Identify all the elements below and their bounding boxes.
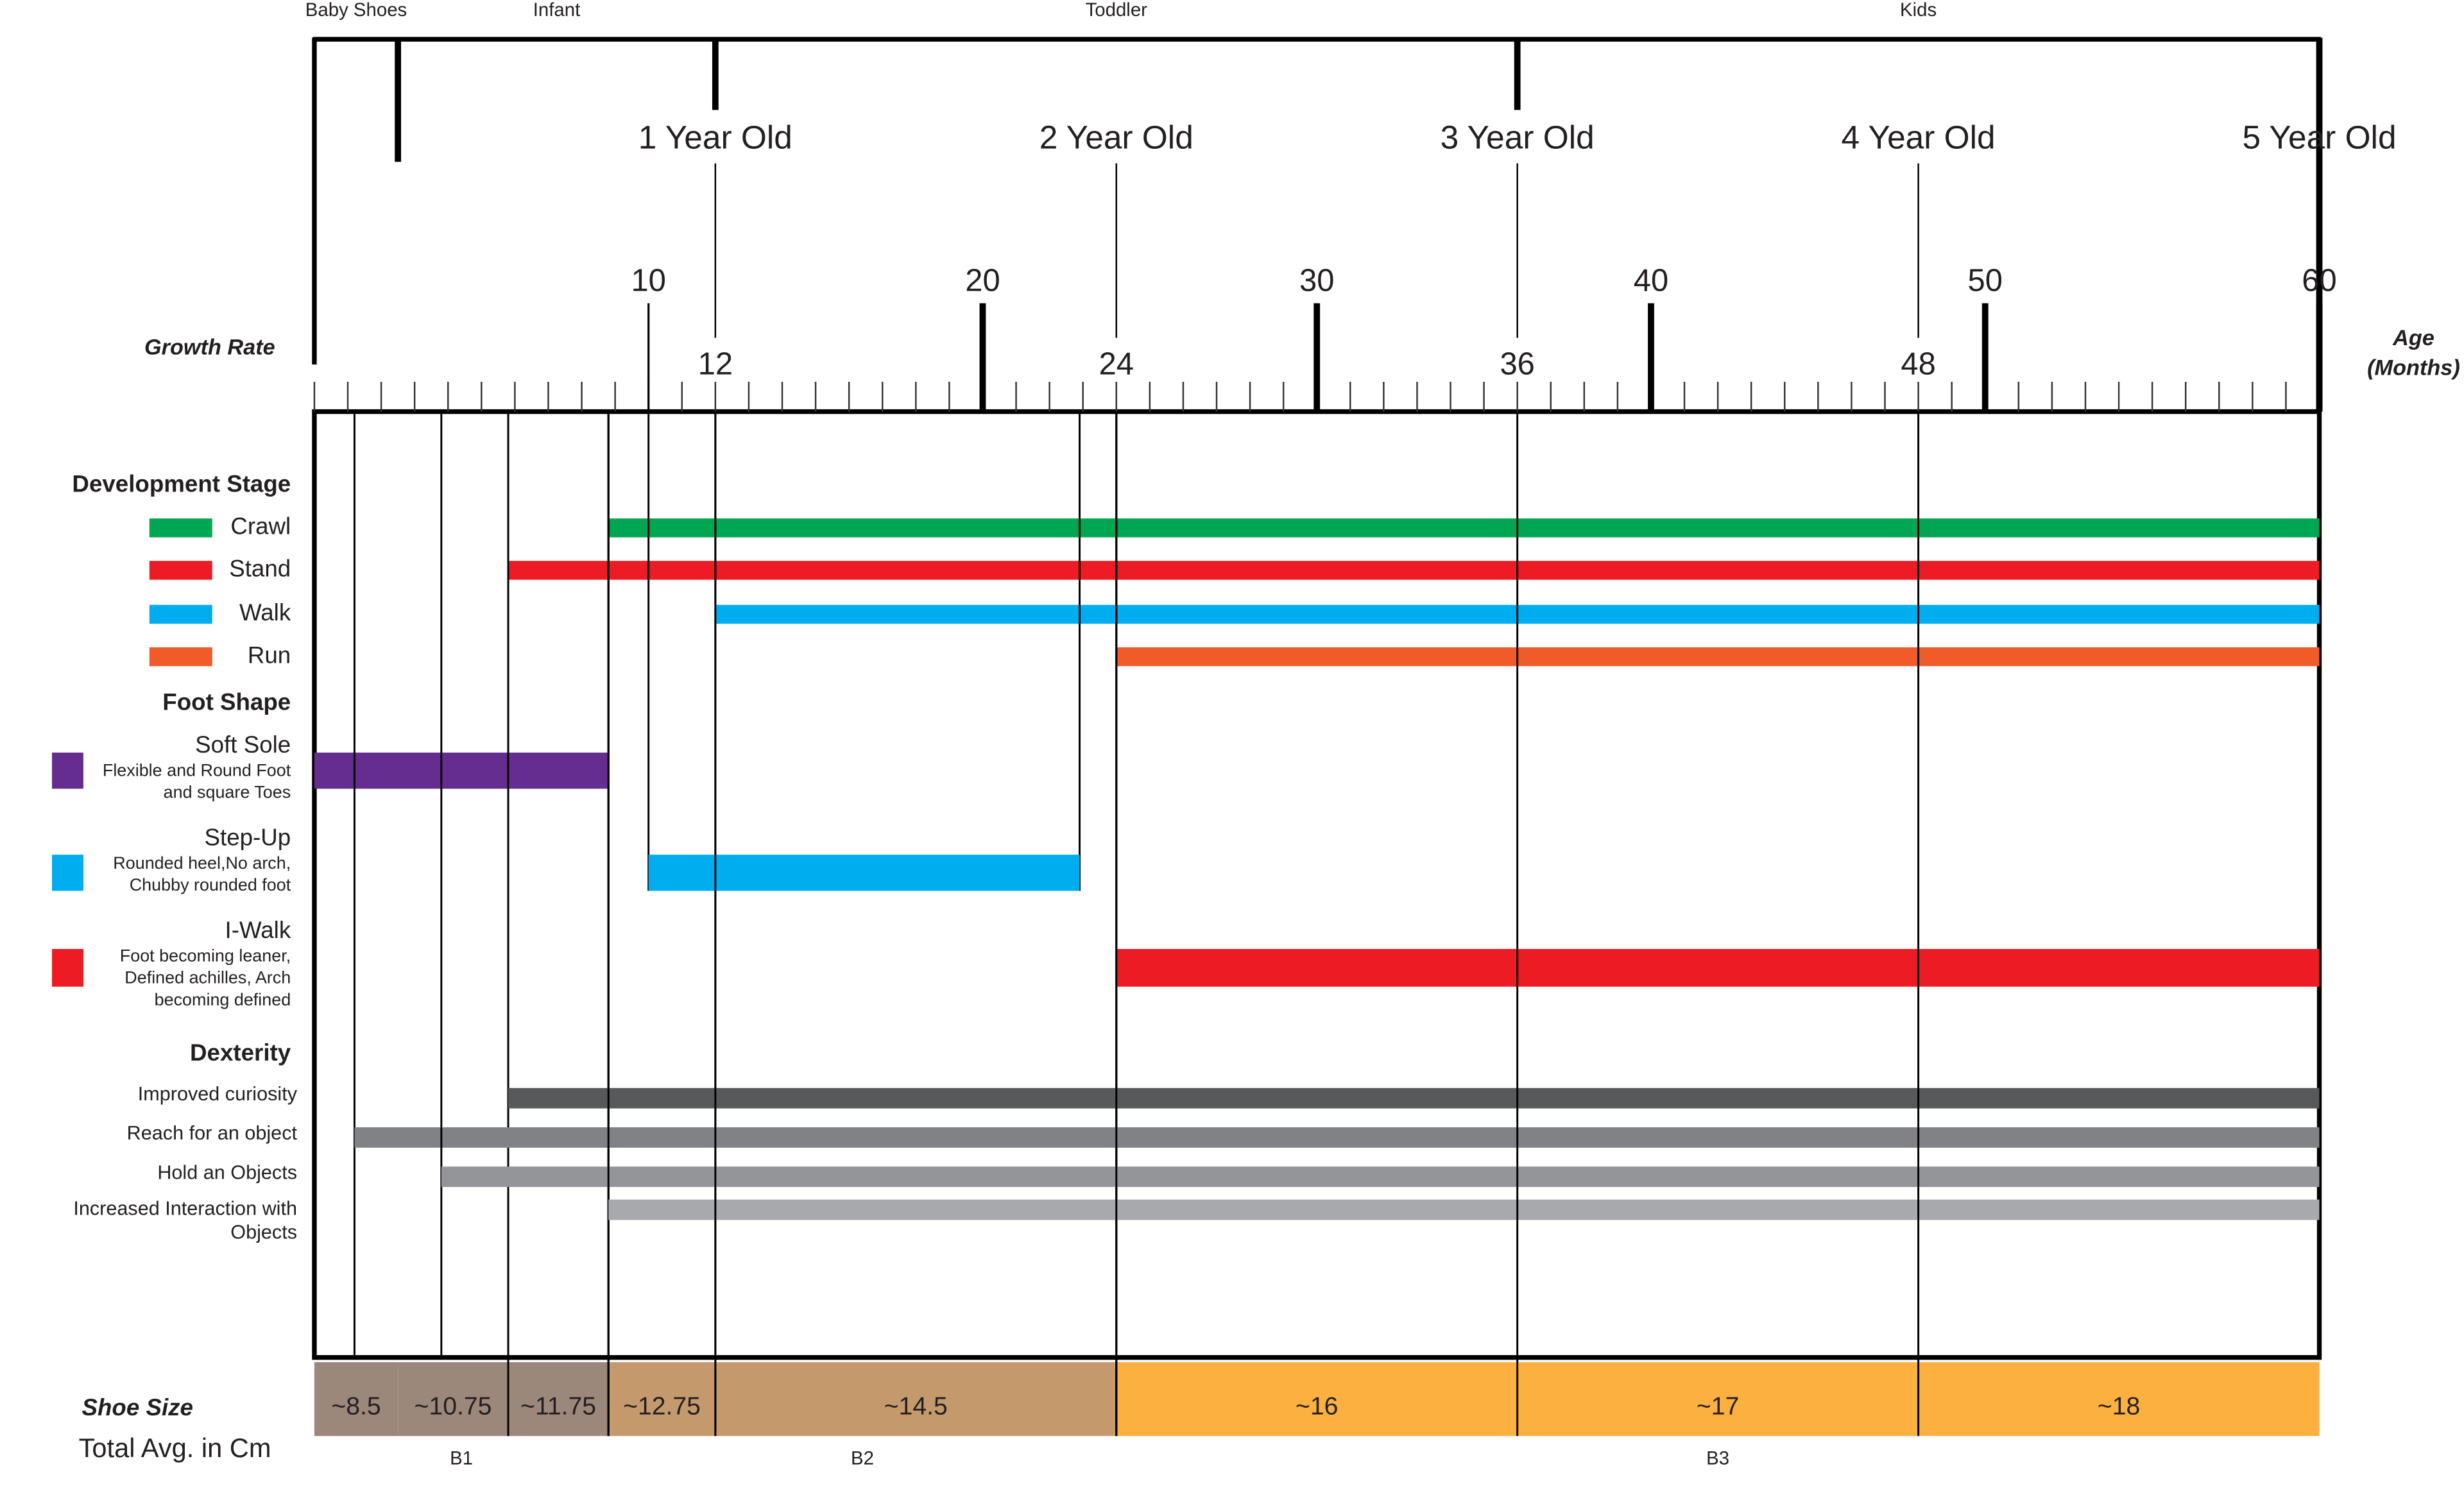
- shoe-group: B3: [1706, 1448, 1729, 1469]
- item-description: becoming defined: [155, 990, 291, 1009]
- axis-label: (Months): [2367, 356, 2460, 380]
- item-description: Foot becoming leaner,: [120, 946, 291, 965]
- tick-label: 20: [965, 264, 1000, 298]
- year-label: 3 Year Old: [1441, 119, 1595, 156]
- tick-label: 36: [1500, 346, 1534, 381]
- bar: [648, 855, 1080, 891]
- tick-label: 60: [2302, 264, 2336, 298]
- shoe-cell: [508, 1362, 609, 1437]
- section-title: Development Stage: [72, 470, 291, 497]
- legend-label: Stand: [229, 556, 291, 582]
- group-label: Baby Shoes: [305, 0, 407, 21]
- legend-swatch: [51, 949, 83, 987]
- shoe-cell: [608, 1362, 715, 1437]
- legend-label: Run: [248, 642, 291, 668]
- tick-label: 40: [1634, 264, 1668, 298]
- tick-label: 12: [698, 346, 733, 381]
- legend-swatch: [51, 855, 83, 891]
- bar: [441, 1166, 2320, 1188]
- shoe-cell: [715, 1362, 1116, 1437]
- item-description: Chubby rounded foot: [130, 875, 291, 894]
- item-name: Hold an Objects: [157, 1161, 297, 1183]
- bar: [1116, 949, 2320, 987]
- shoe-label: ~17: [1697, 1392, 1739, 1420]
- shoe-group: B2: [851, 1448, 874, 1469]
- year-label: 4 Year Old: [1842, 119, 1996, 156]
- bar: [608, 518, 2320, 538]
- year-label: 5 Year Old: [2242, 119, 2396, 156]
- tick-label: 10: [631, 264, 665, 298]
- item-description: Rounded heel,No arch,: [113, 853, 291, 873]
- item-name: Soft Sole: [195, 731, 291, 758]
- bar: [354, 1127, 2320, 1148]
- legend-swatch: [149, 604, 212, 624]
- year-label: 1 Year Old: [638, 119, 792, 156]
- group-label: Infant: [533, 0, 581, 21]
- shoe-label: ~16: [1296, 1392, 1338, 1420]
- legend-label: Crawl: [230, 513, 291, 539]
- shoe-label: ~14.5: [884, 1392, 948, 1420]
- item-name: I-Walk: [225, 917, 291, 943]
- item-name: Objects: [230, 1221, 297, 1243]
- legend-swatch: [149, 518, 212, 538]
- item-name: Reach for an object: [127, 1122, 298, 1144]
- legend-swatch: [149, 561, 212, 580]
- shoe-cell: [1116, 1362, 1518, 1437]
- tick-label: 30: [1299, 264, 1334, 298]
- shoe-cell: [398, 1362, 508, 1437]
- shoe-cell: [1517, 1362, 1919, 1437]
- shoe-label: ~11.75: [520, 1392, 596, 1420]
- legend-swatch: [149, 647, 212, 667]
- bar: [314, 752, 609, 789]
- bar: [608, 1199, 2320, 1220]
- bar: [508, 1088, 2320, 1109]
- group-label: Kids: [1900, 0, 1937, 21]
- legend-swatch: [51, 752, 83, 789]
- shoe-label: ~8.5: [331, 1392, 381, 1420]
- item-name: Step-Up: [204, 824, 291, 850]
- year-label: 2 Year Old: [1040, 119, 1194, 156]
- section-title: Foot Shape: [162, 689, 291, 715]
- shoe-cell: [1918, 1362, 2320, 1437]
- group-label: Toddler: [1086, 0, 1148, 21]
- axis-label: Growth Rate: [144, 336, 275, 360]
- axis-label: Age: [2392, 326, 2434, 350]
- legend-label: Walk: [239, 599, 291, 626]
- item-name: Improved curiosity: [138, 1083, 298, 1105]
- shoe-cell: [314, 1362, 398, 1437]
- item-name: Increased Interaction with: [73, 1198, 297, 1220]
- section-title: Dexterity: [190, 1039, 291, 1066]
- item-description: Defined achilles, Arch: [124, 968, 291, 987]
- shoe-group: B1: [450, 1448, 473, 1469]
- tick-label: 24: [1099, 346, 1134, 381]
- shoe-label: ~10.75: [415, 1392, 492, 1420]
- shoe-title: Shoe Size: [82, 1394, 193, 1421]
- bar: [508, 561, 2320, 580]
- item-description: Flexible and Round Foot: [103, 760, 291, 780]
- tick-label: 48: [1901, 346, 1935, 381]
- shoe-subtitle: Total Avg. in Cm: [79, 1433, 271, 1463]
- bar: [1116, 647, 2320, 667]
- shoe-label: ~18: [2098, 1392, 2140, 1420]
- tick-label: 50: [1968, 264, 2003, 298]
- shoe-label: ~12.75: [623, 1392, 701, 1420]
- item-description: and square Toes: [164, 783, 291, 802]
